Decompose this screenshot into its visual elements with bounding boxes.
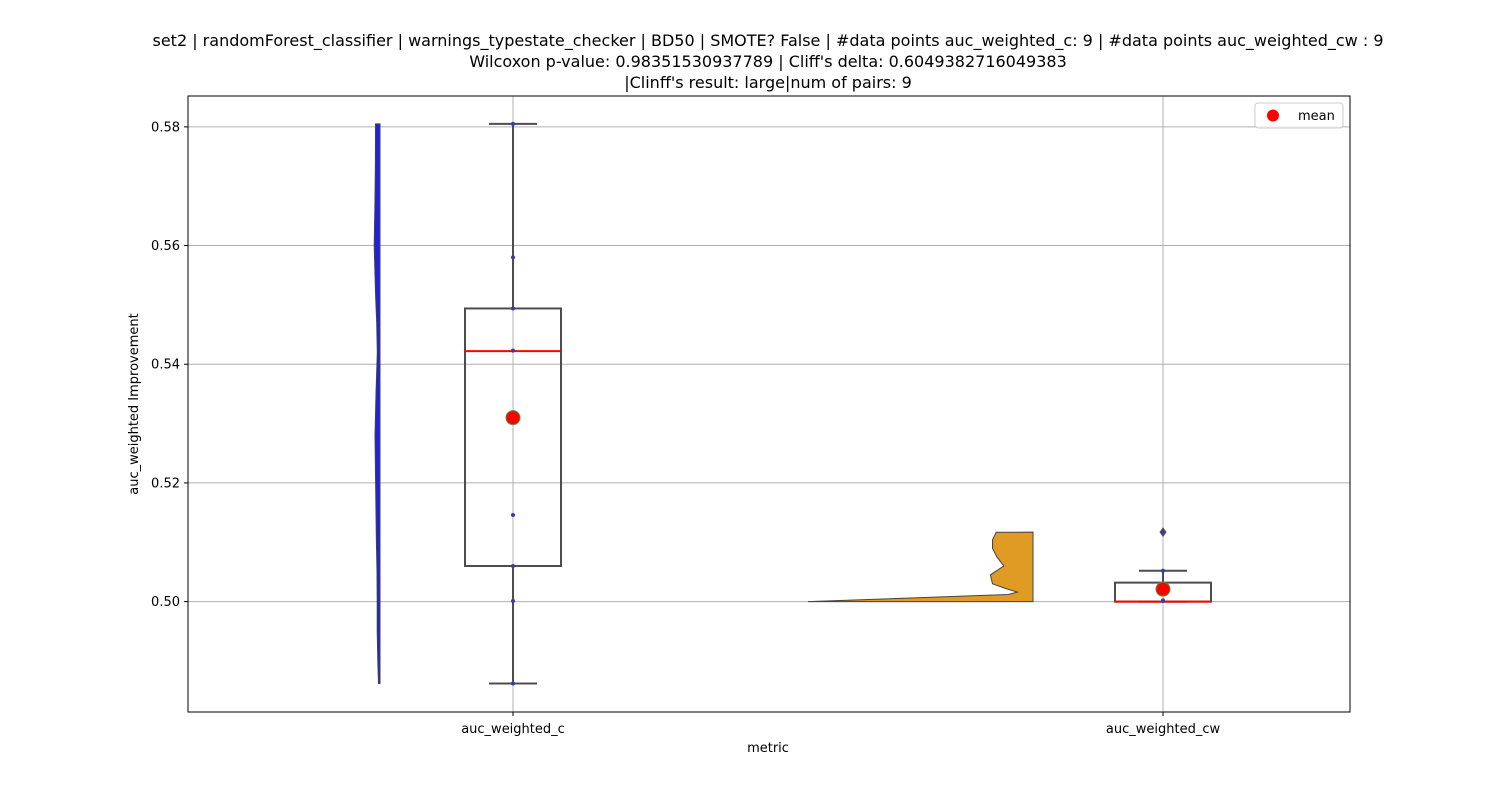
strip-point bbox=[511, 681, 515, 686]
legend: mean bbox=[1254, 102, 1344, 129]
mean-marker bbox=[1155, 581, 1171, 597]
strip-point bbox=[511, 564, 515, 569]
strip-point bbox=[511, 255, 515, 260]
legend-mean-label: mean bbox=[1298, 109, 1335, 124]
plot-frame bbox=[187, 95, 1351, 713]
axes: 0.50 0.52 0.54 0.56 0.58 auc_weighted_c auc_we… bbox=[151, 120, 1220, 737]
chart-title-line-3: |Clinff's result: large|num of pairs: 9 bbox=[624, 73, 912, 92]
violins bbox=[373, 123, 1034, 685]
legend-mean-marker bbox=[1267, 109, 1279, 122]
x-tick-label: auc_weighted_cw bbox=[1106, 722, 1221, 737]
plot-area bbox=[188, 96, 1350, 712]
x-tick-label: auc_weighted_c bbox=[461, 722, 565, 737]
y-tick-label: 0.54 bbox=[151, 358, 180, 373]
y-axis-label: auc_weighted Improvement bbox=[127, 313, 142, 495]
y-tick-label: 0.56 bbox=[151, 239, 180, 254]
chart-title-line-2: Wilcoxon p-value: 0.98351530937789 | Cli… bbox=[469, 52, 1067, 71]
strip-point bbox=[511, 512, 515, 517]
data-points bbox=[505, 121, 1171, 686]
strip-point bbox=[1161, 530, 1165, 535]
chart-title-line-1: set2 | randomForest_classifier | warning… bbox=[152, 31, 1383, 51]
half-violin-auc_weighted_cw bbox=[807, 531, 1034, 603]
x-axis-label: metric bbox=[747, 741, 789, 756]
strip-point bbox=[511, 348, 515, 353]
half-violin-auc_weighted_c bbox=[373, 123, 381, 685]
y-tick-label: 0.50 bbox=[151, 595, 180, 610]
legend-box bbox=[1254, 102, 1344, 129]
strip-point bbox=[511, 599, 515, 604]
strip-point bbox=[1161, 598, 1165, 603]
y-tick-label: 0.52 bbox=[151, 476, 180, 491]
y-tick-label: 0.58 bbox=[151, 120, 180, 135]
strip-point bbox=[1161, 568, 1165, 573]
mean-marker bbox=[505, 410, 521, 426]
strip-point bbox=[511, 121, 515, 126]
strip-point bbox=[511, 306, 515, 311]
